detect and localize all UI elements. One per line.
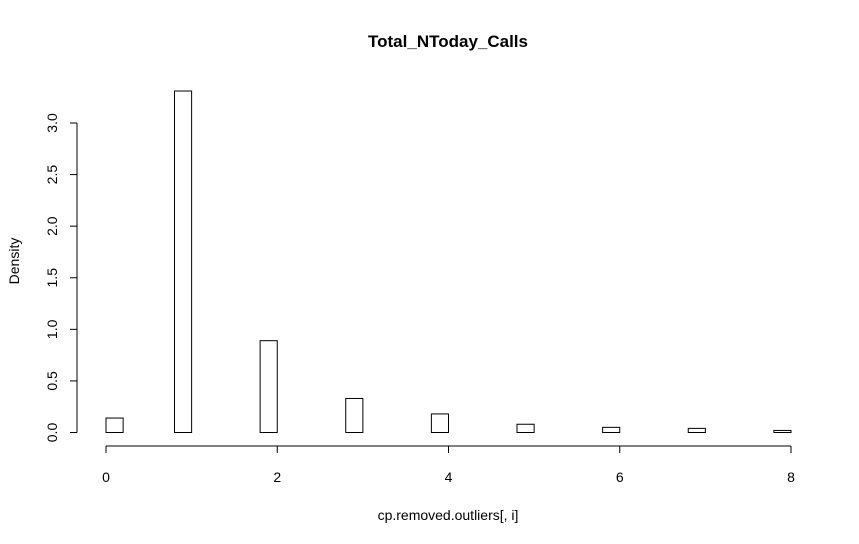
y-tick-label: 2.5 bbox=[44, 165, 60, 185]
chart-title: Total_NToday_Calls bbox=[368, 32, 528, 51]
x-tick-label: 8 bbox=[787, 469, 795, 485]
histogram-bar bbox=[105, 417, 124, 434]
x-tick-label: 4 bbox=[445, 469, 453, 485]
x-tick-label: 0 bbox=[102, 469, 110, 485]
histogram-bar bbox=[516, 423, 535, 434]
y-tick-label: 0.0 bbox=[44, 423, 60, 443]
y-axis-label: Density bbox=[6, 238, 22, 285]
y-tick-label: 2.0 bbox=[44, 216, 60, 236]
x-tick-label: 6 bbox=[616, 469, 624, 485]
histogram-bars bbox=[105, 90, 792, 434]
histogram-bar bbox=[773, 429, 792, 434]
y-axis: 0.0 0.5 1.0 1.5 2.0 2.5 3.0 bbox=[44, 113, 78, 443]
x-tick-label: 2 bbox=[273, 469, 281, 485]
x-axis: 0 2 4 6 8 bbox=[102, 445, 795, 485]
histogram-bar bbox=[259, 340, 278, 434]
histogram-bar bbox=[430, 413, 449, 433]
x-axis-label: cp.removed.outliers[, i] bbox=[378, 507, 519, 523]
histogram-bar bbox=[687, 427, 706, 433]
y-tick-label: 0.5 bbox=[44, 371, 60, 391]
histogram-bar bbox=[345, 397, 364, 433]
y-tick-label: 1.0 bbox=[44, 319, 60, 339]
y-tick-label: 1.5 bbox=[44, 268, 60, 288]
y-tick-label: 3.0 bbox=[44, 113, 60, 133]
histogram-bar bbox=[602, 426, 621, 434]
histogram-bar bbox=[174, 90, 193, 433]
